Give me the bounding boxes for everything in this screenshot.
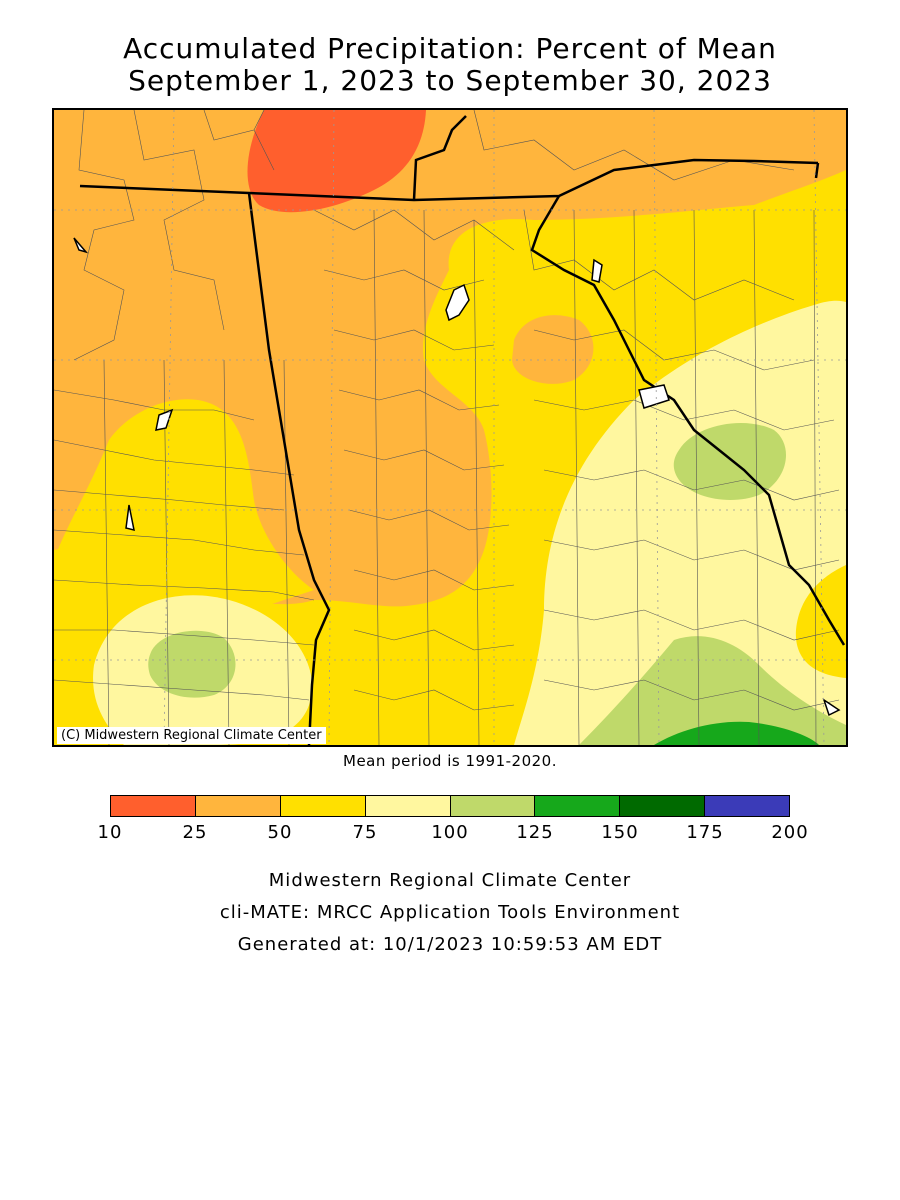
- county-lines: [54, 110, 840, 745]
- lakes: [73, 237, 841, 717]
- legend-ticks: 10 25 50 75 100 125 150 175 200: [98, 822, 808, 844]
- legend-tick-label: 25: [182, 822, 208, 843]
- precipitation-map: [52, 108, 848, 747]
- band-75-100-east: [514, 300, 846, 745]
- legend-swatch-4: [450, 796, 536, 816]
- credit-line-1: Midwestern Regional Climate Center: [268, 870, 632, 891]
- legend-swatch-2: [280, 796, 366, 816]
- map-canvas: [54, 110, 846, 745]
- band-50-75-west: [54, 399, 314, 610]
- legend-tick-label: 100: [431, 822, 469, 843]
- band-100-125-east: [673, 422, 786, 500]
- band-50-75-east-edge: [795, 565, 846, 678]
- legend-tick-label: 75: [352, 822, 378, 843]
- legend-tick-label: 10: [97, 822, 123, 843]
- color-legend: [110, 795, 790, 817]
- band-100-125-southwest: [148, 630, 236, 698]
- graticule: [54, 110, 846, 745]
- legend-tick-label: 125: [516, 822, 554, 843]
- map-title-line-2: September 1, 2023 to September 30, 2023: [128, 64, 772, 97]
- credit-line-3: Generated at: 10/1/2023 10:59:53 AM EDT: [237, 934, 663, 955]
- mean-period-note: Mean period is 1991-2020.: [343, 752, 557, 770]
- legend-tick-label: 150: [601, 822, 639, 843]
- legend-swatch-1: [195, 796, 281, 816]
- legend-swatch-3: [365, 796, 451, 816]
- legend-swatch-5: [535, 796, 621, 816]
- band-10-25-north: [247, 110, 426, 213]
- band-100-125-south: [579, 636, 846, 745]
- legend-tick-label: 50: [267, 822, 293, 843]
- legend-swatch-7: [705, 796, 789, 816]
- map-title-line-1: Accumulated Precipitation: Percent of Me…: [123, 32, 777, 65]
- state-borders: [79, 115, 846, 745]
- legend-swatch-6: [620, 796, 706, 816]
- map-copyright: (C) Midwestern Regional Climate Center: [57, 727, 326, 744]
- credit-line-2: cli-MATE: MRCC Application Tools Environ…: [219, 902, 681, 923]
- legend-tick-label: 200: [771, 822, 809, 843]
- legend-swatch-0: [111, 796, 196, 816]
- band-25-50-patch: [512, 315, 594, 384]
- band-125-150-south: [654, 721, 819, 745]
- legend-tick-label: 175: [686, 822, 724, 843]
